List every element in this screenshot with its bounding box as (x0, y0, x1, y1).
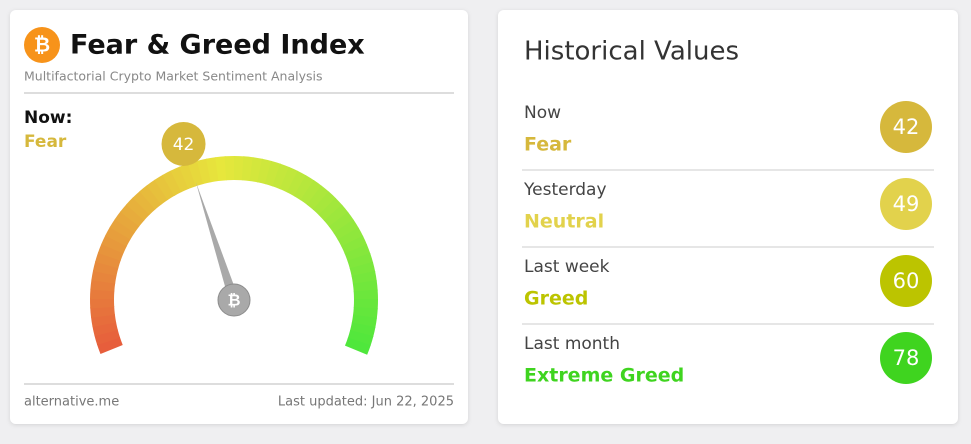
gauge-arc-segment (359, 257, 362, 266)
gauge-arc-segment (356, 249, 359, 258)
gauge-arc-segment (343, 226, 348, 234)
gauge-arc-segment (125, 219, 131, 227)
gauge-arc-segment (116, 233, 121, 241)
history-value: 78 (893, 346, 920, 370)
gauge-arc-segment (161, 185, 169, 190)
bitcoin-logo-glyph: ₿ (34, 33, 50, 57)
gauge-arc-segment (356, 341, 359, 350)
gauge-arc-segment (104, 324, 106, 333)
gauge-arc-segment (352, 241, 356, 250)
gauge-arc-segment (361, 265, 363, 274)
gauge-arc-segment (103, 315, 104, 324)
now-label: Now: (24, 108, 72, 128)
history-classification: Fear (524, 134, 572, 156)
gauge-arc-segment (200, 170, 209, 172)
history-value: 49 (893, 192, 920, 216)
gauge-arc-segment (147, 195, 154, 201)
footer-updated: Last updated: Jun 22, 2025 (278, 395, 454, 410)
gauge-arc-segment (154, 190, 162, 195)
history-value: 42 (893, 115, 920, 139)
gauge-arc-segment (362, 325, 364, 334)
gauge-arc-segment (106, 332, 109, 341)
gauge-arc-segment (284, 178, 293, 182)
history-classification: Neutral (524, 211, 604, 233)
gauge-arc-segment (276, 175, 285, 178)
history-period: Yesterday (523, 180, 607, 200)
history-period: Last week (524, 257, 610, 277)
gauge-arc-segment (327, 206, 333, 213)
gauge-arc-segment (109, 248, 112, 257)
gauge-arc-segment (338, 219, 344, 227)
gauge-arc-segment (260, 171, 269, 173)
gauge-arc-segment (217, 168, 226, 169)
history-classification: Extreme Greed (524, 365, 684, 387)
subtitle: Multifactorial Crypto Market Sentiment A… (24, 69, 323, 84)
gauge-arc-segment (292, 181, 300, 185)
gauge-arc-segment (251, 169, 260, 171)
now-classification: Fear (24, 132, 67, 152)
gauge-arc-segment (103, 273, 105, 282)
gauge-arc-segment (268, 172, 277, 175)
gauge-arc-segment (176, 178, 185, 182)
history-period: Now (524, 103, 561, 123)
gauge-arc-segment (365, 282, 366, 291)
history-value: 60 (893, 269, 920, 293)
gauge-arc-segment (300, 186, 308, 191)
gauge-arc-segment (363, 316, 364, 325)
gauge-arc-segment (107, 256, 110, 265)
gauge-arc-segment (112, 240, 116, 249)
history-classification: Greed (524, 288, 588, 310)
gauge-arc-segment (102, 281, 103, 290)
gauge-arc-segment (141, 200, 148, 206)
gauge-arc-segment (321, 200, 328, 206)
gauge-arc-segment (348, 233, 352, 241)
footer-source: alternative.me (24, 395, 119, 410)
gauge-arc-segment (363, 273, 365, 282)
gauge-arc-segment (168, 181, 176, 185)
gauge-arc-segment (120, 225, 125, 233)
history-title: Historical Values (524, 37, 739, 67)
needle-hub-glyph: ₿ (227, 291, 240, 310)
gauge-arc-segment (130, 212, 136, 219)
gauge-arc-segment (192, 172, 201, 175)
gauge-arc-segment (243, 168, 252, 169)
title: Fear & Greed Index (70, 30, 365, 61)
gauge-arc-segment (333, 213, 339, 220)
gauge-arc-segment (105, 264, 107, 273)
gauge-arc-segment (108, 341, 111, 350)
gauge-arc-segment (102, 307, 103, 316)
gauge-badge-value: 42 (173, 135, 195, 155)
history-period: Last month (524, 334, 620, 354)
gauge-arc-segment (365, 308, 366, 317)
gauge-arc-segment (184, 175, 193, 178)
gauge-arc-segment (307, 190, 315, 196)
gauge-arc-segment (314, 195, 321, 201)
gauge-arc-segment (135, 206, 142, 213)
gauge-arc-segment (359, 333, 362, 342)
gauge-arc-segment (208, 169, 217, 171)
